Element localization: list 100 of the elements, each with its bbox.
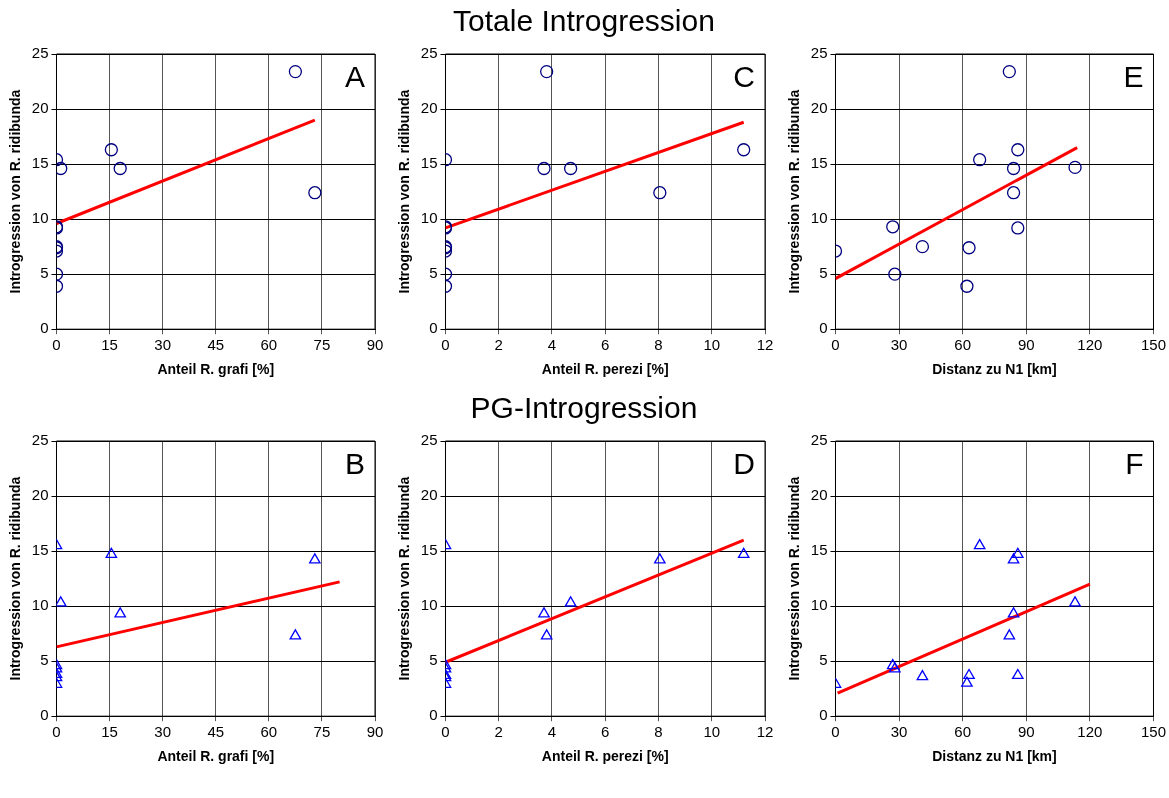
- x-tick-label: 30: [890, 336, 908, 354]
- x-tick-label: 12: [756, 723, 774, 741]
- y-tick-label: 5: [40, 651, 49, 669]
- chart-title: Totale Introgression: [452, 3, 716, 39]
- y-tick-label: 20: [810, 486, 828, 504]
- x-tick-label: 0: [831, 336, 840, 354]
- y-tick-label: 10: [810, 209, 828, 227]
- annotation: C: [733, 60, 755, 94]
- annotation: D: [733, 447, 755, 481]
- x-tick-label: 2: [494, 723, 503, 741]
- y-tick-label: 20: [810, 99, 828, 117]
- annotation: E: [1123, 60, 1144, 94]
- y-tick-label: 15: [420, 541, 438, 559]
- point: [1011, 221, 1025, 235]
- x-tick-label: 60: [954, 336, 972, 354]
- y-tick-label: 20: [31, 99, 49, 117]
- y-tick-label: 10: [420, 596, 438, 614]
- y-tick-label: 0: [429, 706, 438, 724]
- x-tick-label: 60: [954, 723, 972, 741]
- y-tick-label: 10: [420, 209, 438, 227]
- y-axis-title: Introgression von R. ridibunda: [7, 476, 24, 681]
- x-tick-label: 0: [441, 723, 450, 741]
- y-tick-label: 15: [420, 154, 438, 172]
- x-tick-label: 30: [154, 336, 171, 354]
- point: [888, 267, 902, 281]
- y-axis-title: Introgression von R. ridibunda: [7, 89, 24, 294]
- y-tick-label: 15: [31, 154, 49, 172]
- x-axis-title: Distanz zu N1 [km]: [932, 748, 1057, 765]
- annotation: A: [344, 60, 365, 94]
- y-axis-title: Introgression von R. ridibunda: [396, 476, 413, 681]
- x-tick-label: 8: [654, 336, 663, 354]
- x-tick-label: 4: [547, 723, 557, 741]
- y-tick-label: 20: [420, 486, 438, 504]
- y-tick-label: 25: [31, 431, 49, 449]
- x-axis-title: Distanz zu N1 [km]: [932, 361, 1057, 378]
- point: [963, 668, 975, 680]
- y-tick-label: 5: [819, 264, 828, 282]
- y-tick-label: 10: [31, 596, 49, 614]
- y-tick-label: 25: [420, 431, 438, 449]
- point: [961, 676, 973, 687]
- x-tick-label: 75: [313, 336, 331, 354]
- y-tick-label: 5: [40, 264, 49, 282]
- x-tick-label: 8: [654, 723, 663, 741]
- y-tick-label: 25: [420, 44, 438, 62]
- x-tick-label: 90: [1017, 723, 1035, 741]
- x-tick-label: 0: [831, 723, 840, 741]
- x-tick-label: 0: [52, 723, 61, 741]
- y-axis-title: Introgression von R. ridibunda: [786, 89, 803, 294]
- y-tick-label: 20: [420, 99, 438, 117]
- y-tick-label: 20: [31, 486, 49, 504]
- point: [1006, 161, 1021, 176]
- point: [962, 241, 976, 255]
- x-tick-label: 60: [260, 336, 278, 354]
- x-axis-title: Anteil R. perezi [%]: [541, 748, 669, 765]
- point: [1006, 186, 1021, 200]
- y-tick-label: 0: [429, 319, 438, 337]
- x-tick-label: 90: [1017, 336, 1035, 354]
- point: [889, 662, 901, 673]
- point: [973, 538, 986, 550]
- annotation: F: [1125, 447, 1144, 481]
- x-tick-label: 45: [207, 336, 225, 354]
- point: [886, 658, 899, 670]
- point: [1069, 596, 1081, 607]
- y-tick-label: 15: [810, 541, 828, 559]
- point: [1002, 64, 1016, 79]
- x-tick-label: 15: [101, 336, 118, 354]
- point: [973, 153, 987, 167]
- y-tick-label: 25: [31, 44, 49, 62]
- x-tick-label: 120: [1077, 336, 1103, 354]
- y-tick-label: 0: [819, 319, 828, 337]
- x-tick-label: 150: [1140, 723, 1166, 741]
- x-tick-label: 120: [1077, 723, 1103, 741]
- y-tick-label: 15: [31, 541, 49, 559]
- y-tick-label: 10: [810, 596, 828, 614]
- y-tick-label: 10: [31, 209, 49, 227]
- x-tick-label: 10: [703, 336, 721, 354]
- y-axis-title: Introgression von R. ridibunda: [396, 89, 413, 294]
- y-tick-label: 25: [810, 44, 828, 62]
- point: [1007, 607, 1020, 618]
- x-tick-label: 6: [601, 723, 610, 741]
- point: [1011, 668, 1024, 680]
- point: [886, 220, 900, 234]
- point: [1011, 547, 1024, 559]
- y-tick-label: 5: [819, 651, 828, 669]
- x-tick-label: 10: [703, 723, 721, 741]
- x-tick-label: 75: [313, 723, 331, 741]
- annotation: B: [344, 447, 365, 481]
- x-axis-title: Anteil R. grafi [%]: [157, 361, 275, 378]
- x-tick-label: 0: [52, 336, 61, 354]
- x-tick-label: 30: [154, 723, 171, 741]
- point: [916, 669, 929, 681]
- point: [960, 279, 974, 293]
- x-tick-label: 4: [547, 336, 557, 354]
- x-axis-title: Anteil R. grafi [%]: [157, 748, 275, 765]
- x-tick-label: 2: [494, 336, 503, 354]
- point: [1007, 553, 1020, 564]
- y-tick-label: 5: [429, 264, 438, 282]
- y-tick-label: 5: [429, 651, 438, 669]
- y-tick-label: 15: [810, 154, 828, 172]
- x-tick-label: 0: [441, 336, 450, 354]
